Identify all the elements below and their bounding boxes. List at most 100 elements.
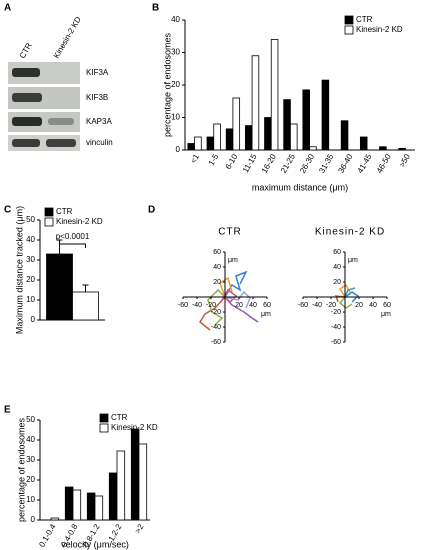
bar: [206, 136, 215, 151]
x-tick-label: 41-45: [356, 152, 374, 175]
x-tick-label: 16-20: [260, 152, 278, 175]
x-tick-label: 31-35: [317, 152, 335, 175]
y-tick-label: -40: [211, 324, 221, 331]
x-axis-label: maximum distance (μm): [252, 182, 348, 192]
x-tick-label: -20: [326, 302, 336, 309]
blot-band: [46, 139, 76, 147]
x-tick-label: 40: [249, 302, 257, 309]
y-axis-label: percentage of endosomes: [16, 417, 26, 522]
track: [338, 283, 351, 298]
track: [207, 288, 226, 326]
bar: [270, 39, 279, 151]
y-tick-label: -20: [211, 309, 221, 316]
y-tick-label: 50: [26, 215, 35, 224]
track: [344, 291, 360, 303]
legend-label: CTR: [111, 413, 128, 422]
track: [344, 287, 356, 298]
chart-title: CTR: [218, 227, 242, 238]
y-tick-label: 20: [171, 80, 180, 89]
y-tick-label: 0: [176, 145, 181, 154]
legend-swatch: [99, 423, 109, 433]
bar: [72, 489, 82, 521]
blot-strip: [8, 62, 80, 84]
x-axis-label: μm: [261, 311, 271, 318]
y-axis-label: μm: [348, 257, 358, 264]
x-tick-label: 20: [355, 302, 363, 309]
x-axis-label: velocity (μm/sec): [61, 539, 129, 549]
x-tick-label: >50: [397, 152, 412, 169]
bar: [225, 128, 234, 151]
track: [338, 296, 353, 309]
bar: [138, 443, 148, 521]
y-axis-label: Maximum distance tracked (μm): [14, 206, 24, 334]
x-tick-label: -40: [192, 302, 202, 309]
y-axis-label: percentage of endosomes: [162, 32, 172, 137]
track: [220, 288, 238, 304]
bar: [86, 492, 96, 521]
bar: [187, 143, 195, 151]
bar: [398, 147, 406, 151]
y-tick-label: 10: [171, 113, 180, 122]
x-tick-label: 60: [263, 302, 271, 309]
y-tick-label: 20: [333, 279, 341, 286]
bar: [50, 517, 60, 521]
band-label: KAP3A: [86, 117, 112, 126]
trajectories: [199, 270, 360, 331]
bar: [302, 89, 310, 151]
bar: [379, 146, 387, 151]
legend-label: Kinesin-2 KD: [111, 423, 158, 432]
bar: [232, 97, 241, 151]
x-tick-label: 21-25: [279, 152, 297, 175]
y-tick-label: -40: [331, 324, 341, 331]
x-axis-label: μm: [381, 311, 391, 318]
x-tick-label: 26-30: [298, 152, 316, 175]
x-tick-label: 1-5: [207, 152, 221, 167]
chart-title: Kinesin-2 KD: [315, 227, 385, 238]
legend-label: Kinesin-2 KD: [56, 217, 103, 226]
band-label: KIF3B: [86, 93, 108, 102]
bar: [309, 146, 317, 151]
track: [224, 296, 259, 323]
panel-label: A: [4, 3, 11, 14]
y-tick-label: 50: [26, 415, 35, 424]
legend-label: Kinesin-2 KD: [356, 25, 403, 34]
legend-label: CTR: [356, 15, 373, 24]
panel-label: E: [4, 405, 11, 416]
x-tick-label: 20: [235, 302, 243, 309]
blot-band: [48, 118, 74, 125]
x-tick-label: 6-10: [224, 152, 240, 171]
blot-band: [12, 117, 42, 126]
lane-label: Kinesin-2 KD: [52, 15, 83, 60]
bar: [244, 125, 253, 151]
legend-swatch: [344, 25, 354, 35]
bar: [116, 450, 126, 521]
legend-label: CTR: [56, 207, 73, 216]
y-tick-label: 10: [26, 295, 35, 304]
panel-label: C: [4, 205, 11, 216]
blot: CTR Kinesin-2 KD KIF3A KIF3B KAP3A vincu…: [8, 15, 113, 151]
x-tick-label: 0.1-0.4: [37, 522, 58, 549]
y-tick-label: 60: [213, 249, 221, 256]
bar: [290, 123, 298, 151]
legend-swatch: [44, 207, 54, 217]
bar: [340, 120, 349, 151]
x-tick-label: 11-15: [241, 152, 259, 174]
bar: [194, 136, 202, 151]
significance-bracket: [59, 243, 86, 248]
y-tick-label: 40: [171, 15, 180, 24]
bar: [72, 291, 99, 321]
y-tick-label: 30: [26, 455, 35, 464]
y-tick-label: 30: [171, 48, 180, 57]
legend-swatch: [344, 15, 354, 25]
bar: [264, 117, 272, 151]
y-tick-label: 10: [26, 495, 35, 504]
track: [219, 276, 233, 298]
x-tick-label: 60: [383, 302, 391, 309]
bar: [359, 136, 368, 151]
y-tick-label: -20: [331, 309, 341, 316]
panel-label: B: [152, 3, 159, 14]
y-tick-label: 20: [213, 279, 221, 286]
x-tick-label: 46-50: [375, 152, 393, 175]
y-tick-label: 60: [333, 249, 341, 256]
blot-band: [12, 68, 40, 77]
